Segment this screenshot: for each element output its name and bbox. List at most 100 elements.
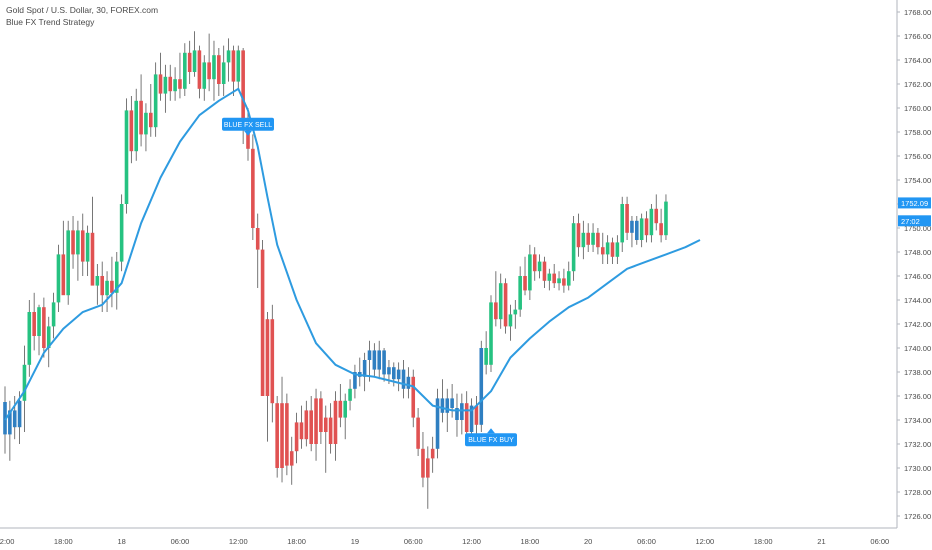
candle-body: [377, 350, 382, 370]
candle: [644, 211, 649, 243]
candle: [212, 40, 216, 101]
candle-body: [353, 372, 357, 389]
trend-line-series: [4, 87, 701, 421]
candle-body: [236, 50, 241, 82]
candle-body: [382, 350, 386, 375]
candle-body: [426, 458, 430, 478]
candle: [401, 360, 406, 399]
candle-body: [581, 232, 586, 248]
candle: [178, 52, 182, 99]
price-tick-label: 1730.00: [904, 464, 931, 473]
candle-body: [348, 388, 352, 401]
time-tick-label: 18:00: [54, 537, 73, 546]
price-tick-label: 1744.00: [904, 296, 931, 305]
candle: [586, 223, 590, 252]
candle-body: [178, 79, 182, 89]
candle-body: [338, 400, 343, 418]
candle: [168, 64, 173, 101]
trend-line: [4, 87, 701, 421]
candle: [498, 273, 503, 329]
time-tick-label: 06:00: [171, 537, 190, 546]
candle: [600, 232, 605, 264]
candle: [280, 376, 284, 483]
time-axis[interactable]: 12:00 18:00 18 06:00 12:00 18:00 19 06:00 12:00 1…: [0, 527, 897, 546]
candle-body: [547, 273, 552, 281]
candle: [80, 213, 85, 276]
candle: [430, 436, 435, 473]
candle-body: [134, 100, 139, 152]
candle-body: [144, 112, 148, 135]
candle: [153, 62, 158, 137]
candle-body: [406, 376, 411, 389]
time-tick-label: 18:00: [520, 537, 539, 546]
candle: [8, 400, 12, 461]
candle-body: [158, 74, 163, 94]
candle: [557, 271, 561, 291]
candle: [367, 340, 372, 382]
candle-body: [207, 62, 211, 80]
candle-body: [401, 369, 406, 389]
price-tick-label: 1766.00: [904, 32, 931, 41]
candle: [119, 194, 124, 272]
candle: [236, 45, 241, 89]
candle: [464, 391, 469, 442]
candle: [270, 304, 275, 423]
candlestick-series: [3, 31, 668, 509]
candle: [85, 225, 90, 276]
symbol-title[interactable]: Gold Spot / U.S. Dollar, 30, FOREX.com: [6, 5, 159, 15]
candle: [46, 316, 51, 368]
candle: [323, 405, 328, 473]
candle-body: [396, 369, 401, 380]
candle: [42, 297, 46, 358]
indicator-title[interactable]: Blue FX Trend Strategy: [6, 17, 95, 27]
sell-signal: BLUE FX SELL: [222, 117, 274, 136]
candle: [377, 340, 382, 380]
candle-body: [649, 208, 654, 236]
candle-body: [630, 220, 634, 233]
candle-body: [61, 254, 66, 296]
last-price-label: 27:02: [898, 215, 931, 227]
candle: [630, 216, 634, 248]
candle: [362, 352, 367, 392]
candle-body: [226, 50, 231, 63]
candle: [382, 348, 386, 382]
price-axis[interactable]: 1726.00 1728.00 1730.00 1732.00 1734.00 1736.…: [896, 0, 931, 528]
last-price-label: 1752.09: [898, 197, 931, 209]
candle: [596, 228, 600, 255]
candle-body: [664, 201, 668, 236]
candle-body: [571, 223, 576, 272]
candle-body: [314, 398, 318, 444]
time-tick-label: 12:00: [462, 537, 481, 546]
signal-label-text: BLUE FX SELL: [224, 122, 272, 129]
price-tick-label: 1756.00: [904, 152, 931, 161]
candle-body: [22, 364, 27, 401]
candle-body: [528, 254, 532, 291]
candle-body: [518, 276, 522, 310]
candle: [508, 304, 513, 341]
candle-body: [66, 230, 70, 296]
candle-body: [440, 398, 445, 413]
price-tick-label: 1762.00: [904, 80, 931, 89]
candle-body: [557, 278, 561, 284]
candle: [66, 220, 70, 305]
candle-body: [289, 451, 294, 466]
candle: [426, 446, 430, 509]
price-tick-label: 1736.00: [904, 392, 931, 401]
candle: [620, 196, 625, 252]
candle: [537, 254, 542, 279]
candle: [299, 405, 304, 449]
candle: [591, 223, 595, 252]
candle-body: [149, 112, 153, 128]
candle: [649, 204, 654, 243]
candle-body: [241, 50, 245, 128]
candle-body: [173, 79, 177, 92]
candle: [139, 74, 143, 147]
candle-body: [51, 302, 56, 327]
candle: [114, 252, 119, 310]
candle-body: [508, 314, 513, 327]
candle-body: [221, 62, 226, 84]
candle-body: [411, 376, 416, 418]
candle-body: [372, 350, 377, 370]
candle-body: [591, 232, 595, 245]
